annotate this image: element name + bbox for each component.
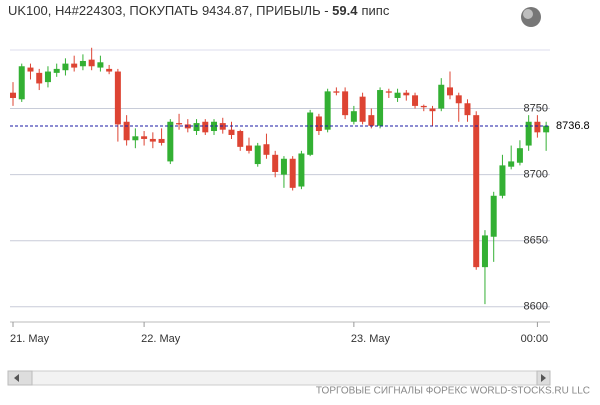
candle-body: [237, 131, 244, 147]
candle-body: [79, 60, 86, 67]
price-label: 8736.8: [556, 120, 590, 132]
candle-body: [394, 92, 401, 98]
scrollbar[interactable]: [7, 370, 551, 386]
candle-body: [499, 165, 506, 196]
candle-body: [149, 138, 156, 142]
candle-body: [44, 71, 51, 83]
candle-body: [429, 108, 436, 112]
candle-body: [516, 148, 523, 163]
candle-body: [158, 138, 165, 143]
candle-body: [464, 103, 471, 116]
candle-body: [324, 91, 331, 130]
candle-body: [307, 112, 314, 155]
profit-unit: пипс: [361, 3, 389, 18]
candle-body: [490, 195, 497, 237]
candle-body: [62, 63, 69, 71]
candle-body: [245, 145, 252, 151]
candle-body: [333, 91, 340, 93]
candle-body: [377, 90, 384, 126]
candle-body: [525, 121, 532, 146]
candle-body: [141, 136, 148, 139]
candle-body: [447, 87, 453, 96]
candle-body: [508, 161, 515, 167]
candle-body: [176, 123, 183, 125]
candle-body: [211, 121, 218, 132]
candle-body: [438, 84, 445, 109]
x-tick-label: 00:00: [521, 333, 549, 345]
candle-body: [342, 91, 349, 116]
candle-body: [368, 115, 375, 126]
candle-body: [193, 123, 200, 132]
candle-body: [420, 105, 427, 108]
y-tick-label: 8650: [524, 235, 548, 247]
candle-body: [123, 121, 130, 141]
candle-body: [114, 71, 121, 125]
chart-title: UK100, H4#224303, ПОКУПАТЬ 9434.87, ПРИБ…: [8, 3, 390, 18]
candle-body: [263, 144, 270, 155]
y-tick-label: 8750: [524, 102, 548, 114]
x-tick-label: 21. May: [10, 333, 50, 345]
candle-body: [315, 116, 322, 132]
candle-body: [167, 121, 174, 162]
candle-body: [132, 136, 139, 141]
profit: 59.4: [332, 3, 358, 18]
x-tick-label: 22. May: [141, 333, 181, 345]
candle-body: [36, 72, 43, 84]
candle-body: [543, 125, 550, 133]
candle-body: [350, 111, 357, 122]
candle-body: [412, 95, 419, 106]
candle-body: [228, 129, 235, 135]
candle-body: [385, 91, 392, 93]
candle-body: [455, 95, 462, 104]
candle-body: [254, 145, 261, 165]
candle-body: [202, 121, 209, 133]
candle-body: [403, 92, 410, 96]
candle-body: [53, 68, 60, 73]
y-tick-label: 8600: [524, 301, 548, 313]
candle-body: [272, 154, 279, 172]
candle-body: [280, 158, 287, 175]
y-tick-label: 8700: [524, 169, 548, 181]
candle-body: [359, 96, 366, 122]
footer: ТОРГОВЫЕ СИГНАЛЫ ФОРЕКС WORLD-STOCKS.RU …: [316, 386, 590, 397]
candle-body: [298, 153, 305, 187]
candle-body: [27, 67, 34, 72]
candle-body: [289, 158, 296, 188]
title-text: UK100, H4#224303, ПОКУПАТЬ 9434.87, ПРИБ…: [8, 3, 332, 18]
candle-body: [534, 121, 541, 133]
globe-icon: [521, 7, 541, 27]
candle-body: [106, 68, 113, 72]
x-tick-label: 23. May: [351, 333, 391, 345]
candle-body: [71, 63, 78, 68]
candle-body: [88, 59, 95, 67]
candle-body: [473, 115, 480, 268]
candle-body: [481, 235, 488, 268]
candle-body: [97, 62, 104, 68]
candle-body: [18, 66, 25, 100]
candle-body: [10, 92, 16, 98]
